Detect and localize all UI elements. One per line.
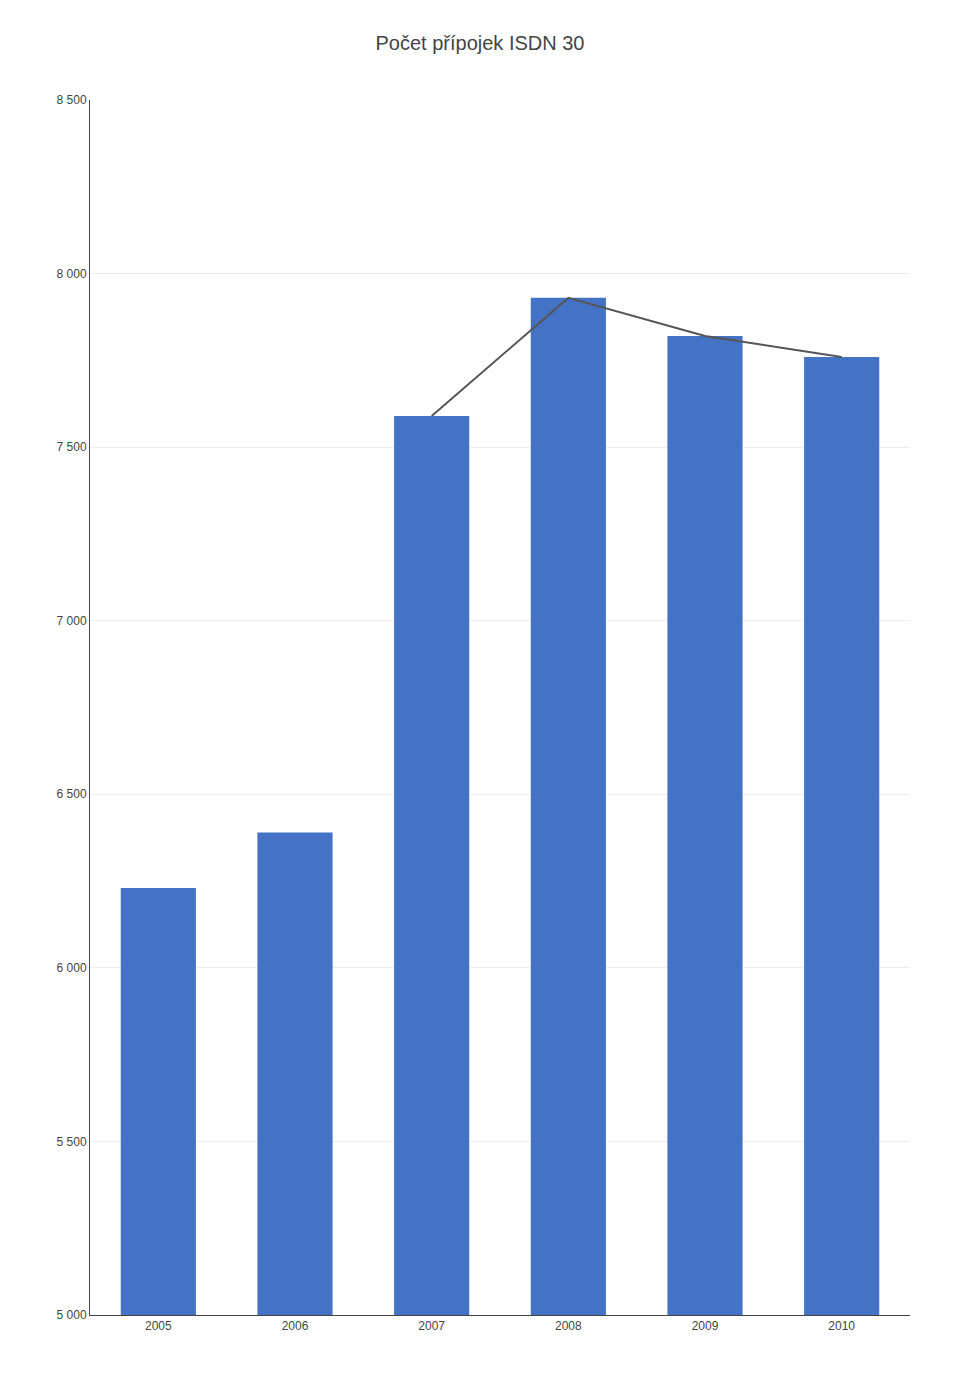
svg-text:6 000: 6 000	[57, 961, 87, 975]
svg-text:2007: 2007	[418, 1319, 445, 1333]
svg-text:2010: 2010	[828, 1319, 855, 1333]
svg-text:7 000: 7 000	[57, 614, 87, 628]
svg-text:5 500: 5 500	[57, 1135, 87, 1149]
svg-text:5 000: 5 000	[57, 1308, 87, 1322]
svg-text:6 500: 6 500	[57, 787, 87, 801]
svg-text:8 500: 8 500	[57, 93, 87, 107]
svg-text:Počet přípojek ISDN 30: Počet přípojek ISDN 30	[376, 32, 585, 54]
svg-text:7 500: 7 500	[57, 440, 87, 454]
svg-text:2006: 2006	[282, 1319, 309, 1333]
svg-text:2005: 2005	[145, 1319, 172, 1333]
svg-text:2008: 2008	[555, 1319, 582, 1333]
svg-text:8 000: 8 000	[57, 267, 87, 281]
svg-text:2009: 2009	[692, 1319, 719, 1333]
